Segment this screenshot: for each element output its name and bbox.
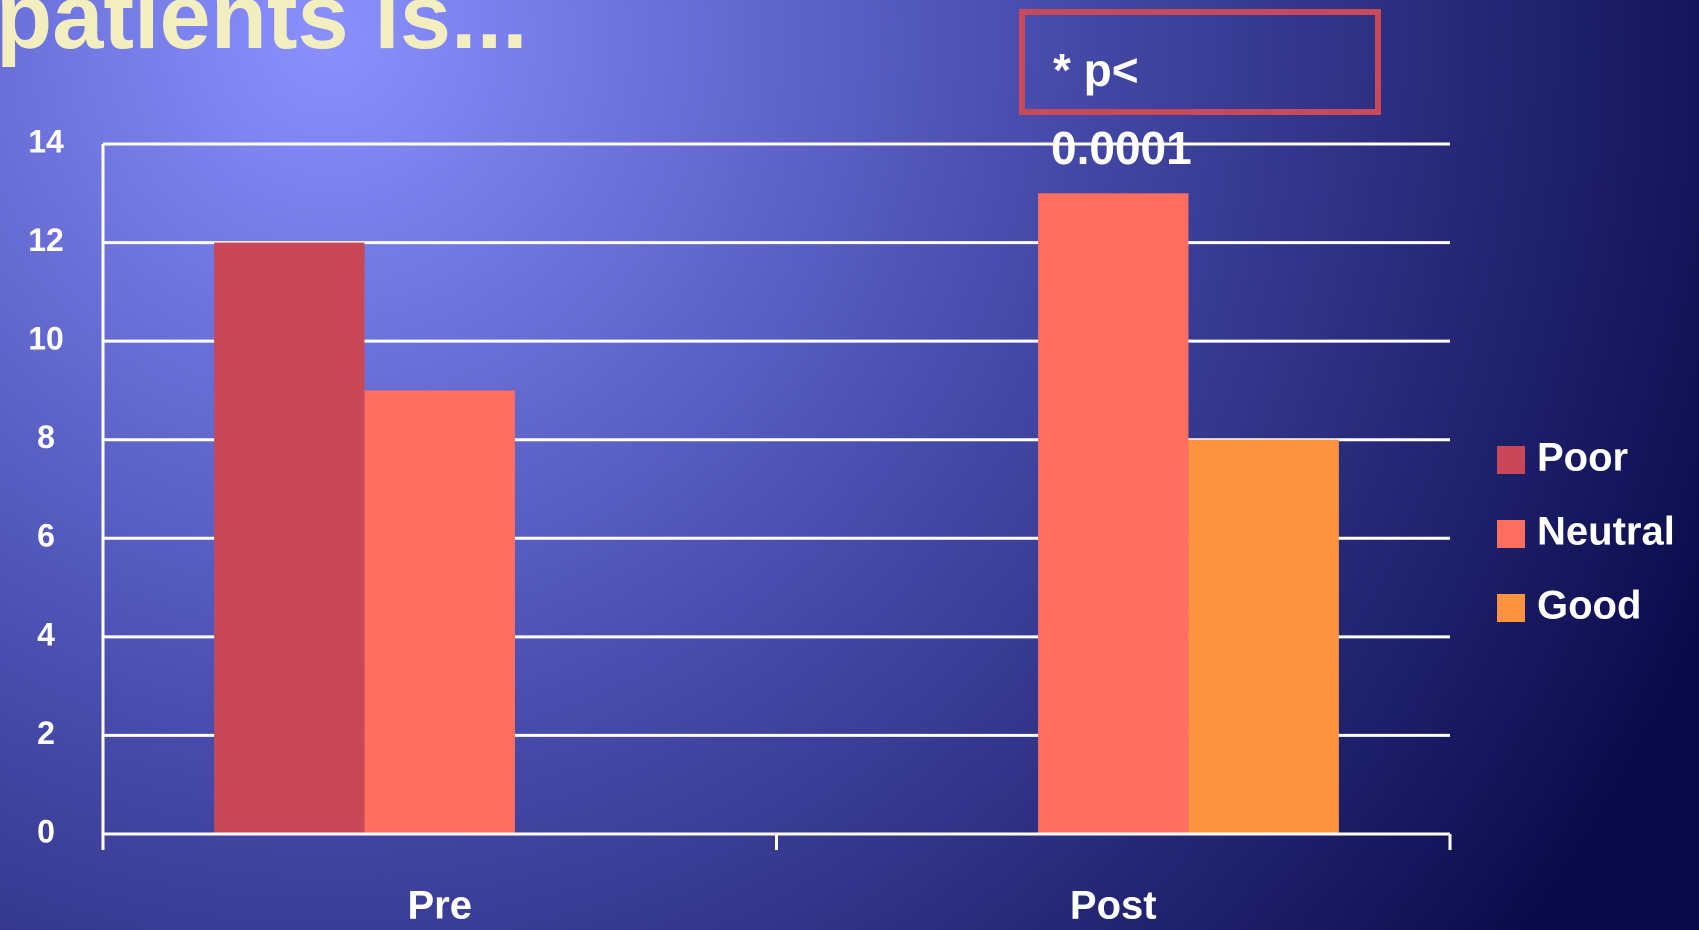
- y-tick-label: 12: [28, 222, 64, 258]
- legend-label: Good: [1537, 584, 1641, 628]
- y-tick-label: 10: [28, 321, 64, 357]
- bar: [1188, 439, 1339, 834]
- annotation: * p<: [1053, 44, 1139, 96]
- x-tick-label: Post: [1070, 884, 1157, 928]
- bar: [1038, 193, 1189, 835]
- annotation: 0.0001: [1051, 122, 1192, 174]
- bar: [214, 242, 365, 835]
- y-tick-label: 0: [37, 813, 55, 849]
- legend-swatch: [1497, 446, 1525, 474]
- x-tick-label: Pre: [408, 884, 473, 928]
- legend-label: Neutral: [1537, 510, 1675, 554]
- legend-label: Poor: [1537, 436, 1628, 480]
- bar: [364, 390, 515, 834]
- y-tick-label: 2: [37, 715, 55, 751]
- y-tick-label: 6: [37, 518, 55, 554]
- legend-swatch: [1497, 594, 1525, 622]
- y-tick-label: 14: [28, 123, 64, 159]
- y-tick-label: 8: [37, 419, 55, 455]
- slide-title: patients is...: [0, 0, 528, 68]
- annotation-box: [1019, 9, 1381, 115]
- y-tick-label: 4: [37, 616, 55, 652]
- legend-swatch: [1497, 520, 1525, 548]
